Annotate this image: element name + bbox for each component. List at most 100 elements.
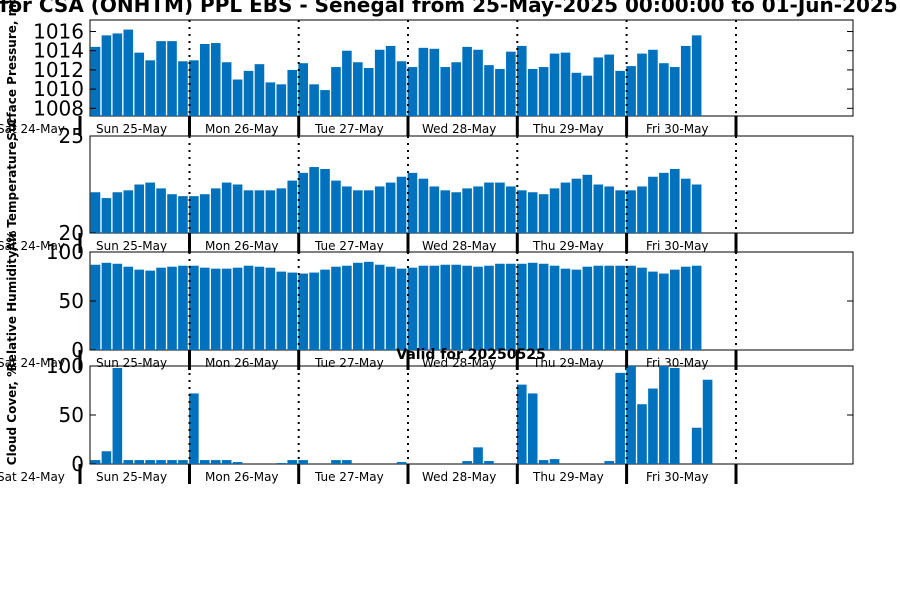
bar (473, 266, 483, 350)
bar (495, 68, 505, 116)
bar (331, 180, 341, 233)
bar (254, 266, 265, 350)
bar (265, 82, 276, 116)
x-day-label: Sun 25-May (96, 356, 167, 370)
y-tick-label: 1008 (33, 96, 84, 120)
bar (669, 269, 680, 350)
bar (123, 266, 134, 350)
x-day-label: Tue 27-May (314, 239, 384, 253)
x-day-label: Thu 29-May (532, 122, 604, 136)
bar (309, 272, 319, 350)
bar (156, 267, 166, 350)
bar (276, 84, 287, 116)
bar (615, 265, 625, 350)
bar (659, 366, 669, 464)
bar (626, 265, 636, 350)
bar (254, 190, 265, 233)
bar (516, 190, 527, 233)
y-tick-label: 1016 (33, 20, 84, 44)
bar (320, 269, 330, 350)
bar (691, 265, 702, 350)
bar (680, 266, 691, 350)
bar (637, 404, 647, 464)
bar (156, 41, 166, 117)
bar (669, 168, 680, 233)
bar (418, 47, 429, 117)
x-day-label: Tue 27-May (314, 470, 384, 484)
bar (276, 463, 287, 464)
bar (331, 67, 341, 116)
bar (178, 265, 188, 350)
y-axis-label: Air Temperature, °C (5, 118, 19, 252)
x-day-label: Sun 25-May (96, 239, 167, 253)
bar (527, 192, 538, 233)
bar (90, 460, 101, 464)
bar (473, 49, 483, 117)
bar (221, 182, 232, 233)
bar (145, 270, 155, 350)
bar (210, 268, 221, 350)
chart-subtitle: Valid for 20250525 (396, 347, 545, 363)
x-day-label: Mon 26-May (205, 122, 279, 136)
bar (440, 67, 451, 116)
bar (374, 264, 385, 350)
bar (287, 272, 298, 350)
bar (363, 68, 374, 116)
bar (582, 75, 593, 116)
bar (210, 43, 221, 116)
bar (680, 45, 691, 116)
bar (462, 265, 472, 350)
bar (648, 176, 658, 233)
bar (626, 66, 636, 116)
bar (123, 460, 134, 464)
bar (593, 184, 604, 233)
bar (189, 60, 199, 116)
bar (506, 186, 516, 233)
bar (473, 186, 483, 233)
bar (560, 52, 571, 116)
bar (254, 64, 265, 116)
bar (101, 451, 112, 464)
bar (221, 460, 232, 464)
bar (506, 263, 516, 350)
x-day-label: Fri 30-May (646, 122, 709, 136)
bar (571, 72, 582, 116)
y-tick-label: 25 (59, 124, 84, 148)
bar (342, 50, 352, 116)
bar (659, 63, 669, 116)
bar (571, 178, 582, 233)
bar (331, 460, 341, 464)
x-day-label: Wed 28-May (422, 239, 496, 253)
bar (265, 267, 276, 350)
bar (396, 268, 407, 350)
x-day-label: Thu 29-May (532, 470, 604, 484)
x-day-label: Tue 27-May (314, 356, 384, 370)
bar (101, 198, 112, 233)
bar (385, 45, 396, 116)
bar (560, 268, 571, 350)
y-tick-label: 1010 (33, 77, 84, 101)
bar (637, 186, 647, 233)
bar (407, 267, 418, 350)
bar (396, 462, 407, 464)
bar (680, 178, 691, 233)
bar (101, 262, 112, 350)
bar (221, 62, 232, 116)
bar (374, 49, 385, 117)
bar (298, 172, 308, 233)
bar (287, 69, 298, 116)
bar (200, 44, 210, 116)
bar (385, 266, 396, 350)
bar (396, 176, 407, 233)
bar (560, 182, 571, 233)
bar (473, 447, 483, 464)
bar (320, 168, 330, 233)
y-tick-label: 100 (46, 240, 84, 264)
x-day-label: Sat 24-May (0, 470, 65, 484)
bar (353, 62, 363, 116)
bar (669, 67, 680, 116)
